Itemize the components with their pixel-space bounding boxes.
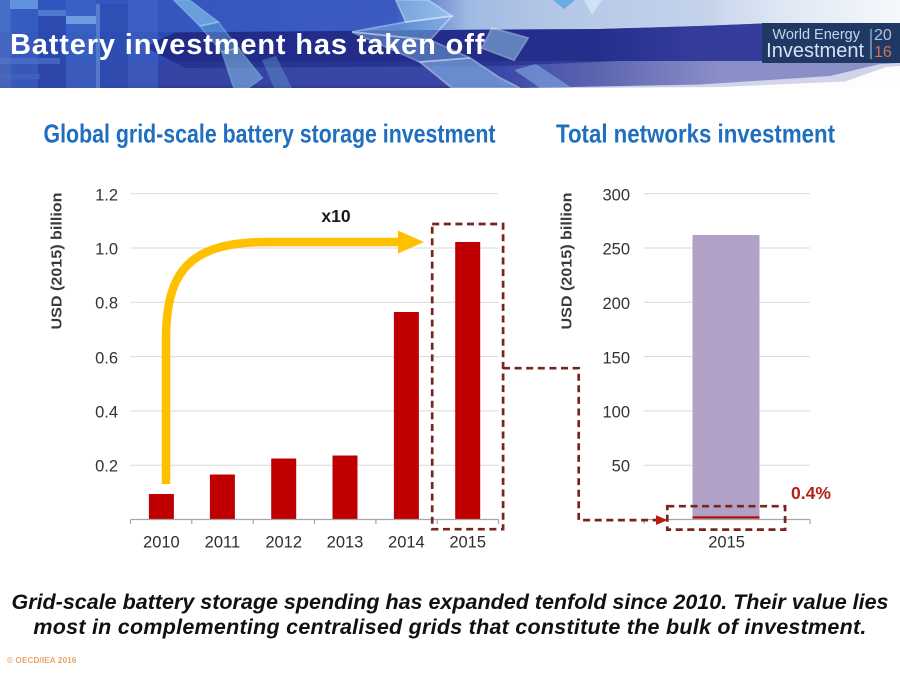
svg-text:150: 150 (602, 350, 630, 368)
svg-text:1.0: 1.0 (95, 241, 118, 259)
svg-text:0.8: 0.8 (95, 295, 118, 313)
svg-text:0.4%: 0.4% (791, 483, 831, 503)
svg-text:0.2: 0.2 (95, 458, 118, 476)
svg-text:Global grid-scale battery stor: Global grid-scale battery storage invest… (44, 119, 496, 149)
svg-text:USD (2015) billion: USD (2015) billion (49, 193, 66, 330)
svg-text:100: 100 (602, 404, 630, 422)
svg-text:2014: 2014 (388, 534, 425, 552)
svg-text:2013: 2013 (327, 534, 364, 552)
svg-text:2010: 2010 (143, 534, 180, 552)
svg-text:2011: 2011 (205, 534, 240, 552)
svg-text:1.2: 1.2 (95, 187, 118, 205)
svg-text:2015: 2015 (449, 534, 486, 552)
svg-text:300: 300 (602, 187, 630, 205)
svg-text:USD (2015) billion: USD (2015) billion (559, 193, 576, 330)
svg-text:2015: 2015 (708, 534, 745, 552)
svg-text:200: 200 (602, 295, 630, 313)
svg-text:0.4: 0.4 (95, 404, 118, 422)
svg-text:0.6: 0.6 (95, 350, 118, 368)
svg-text:250: 250 (602, 241, 630, 259)
svg-text:2012: 2012 (265, 534, 302, 552)
svg-text:x10: x10 (321, 206, 350, 226)
svg-text:50: 50 (612, 458, 630, 476)
svg-text:Total networks investment: Total networks investment (556, 119, 835, 149)
